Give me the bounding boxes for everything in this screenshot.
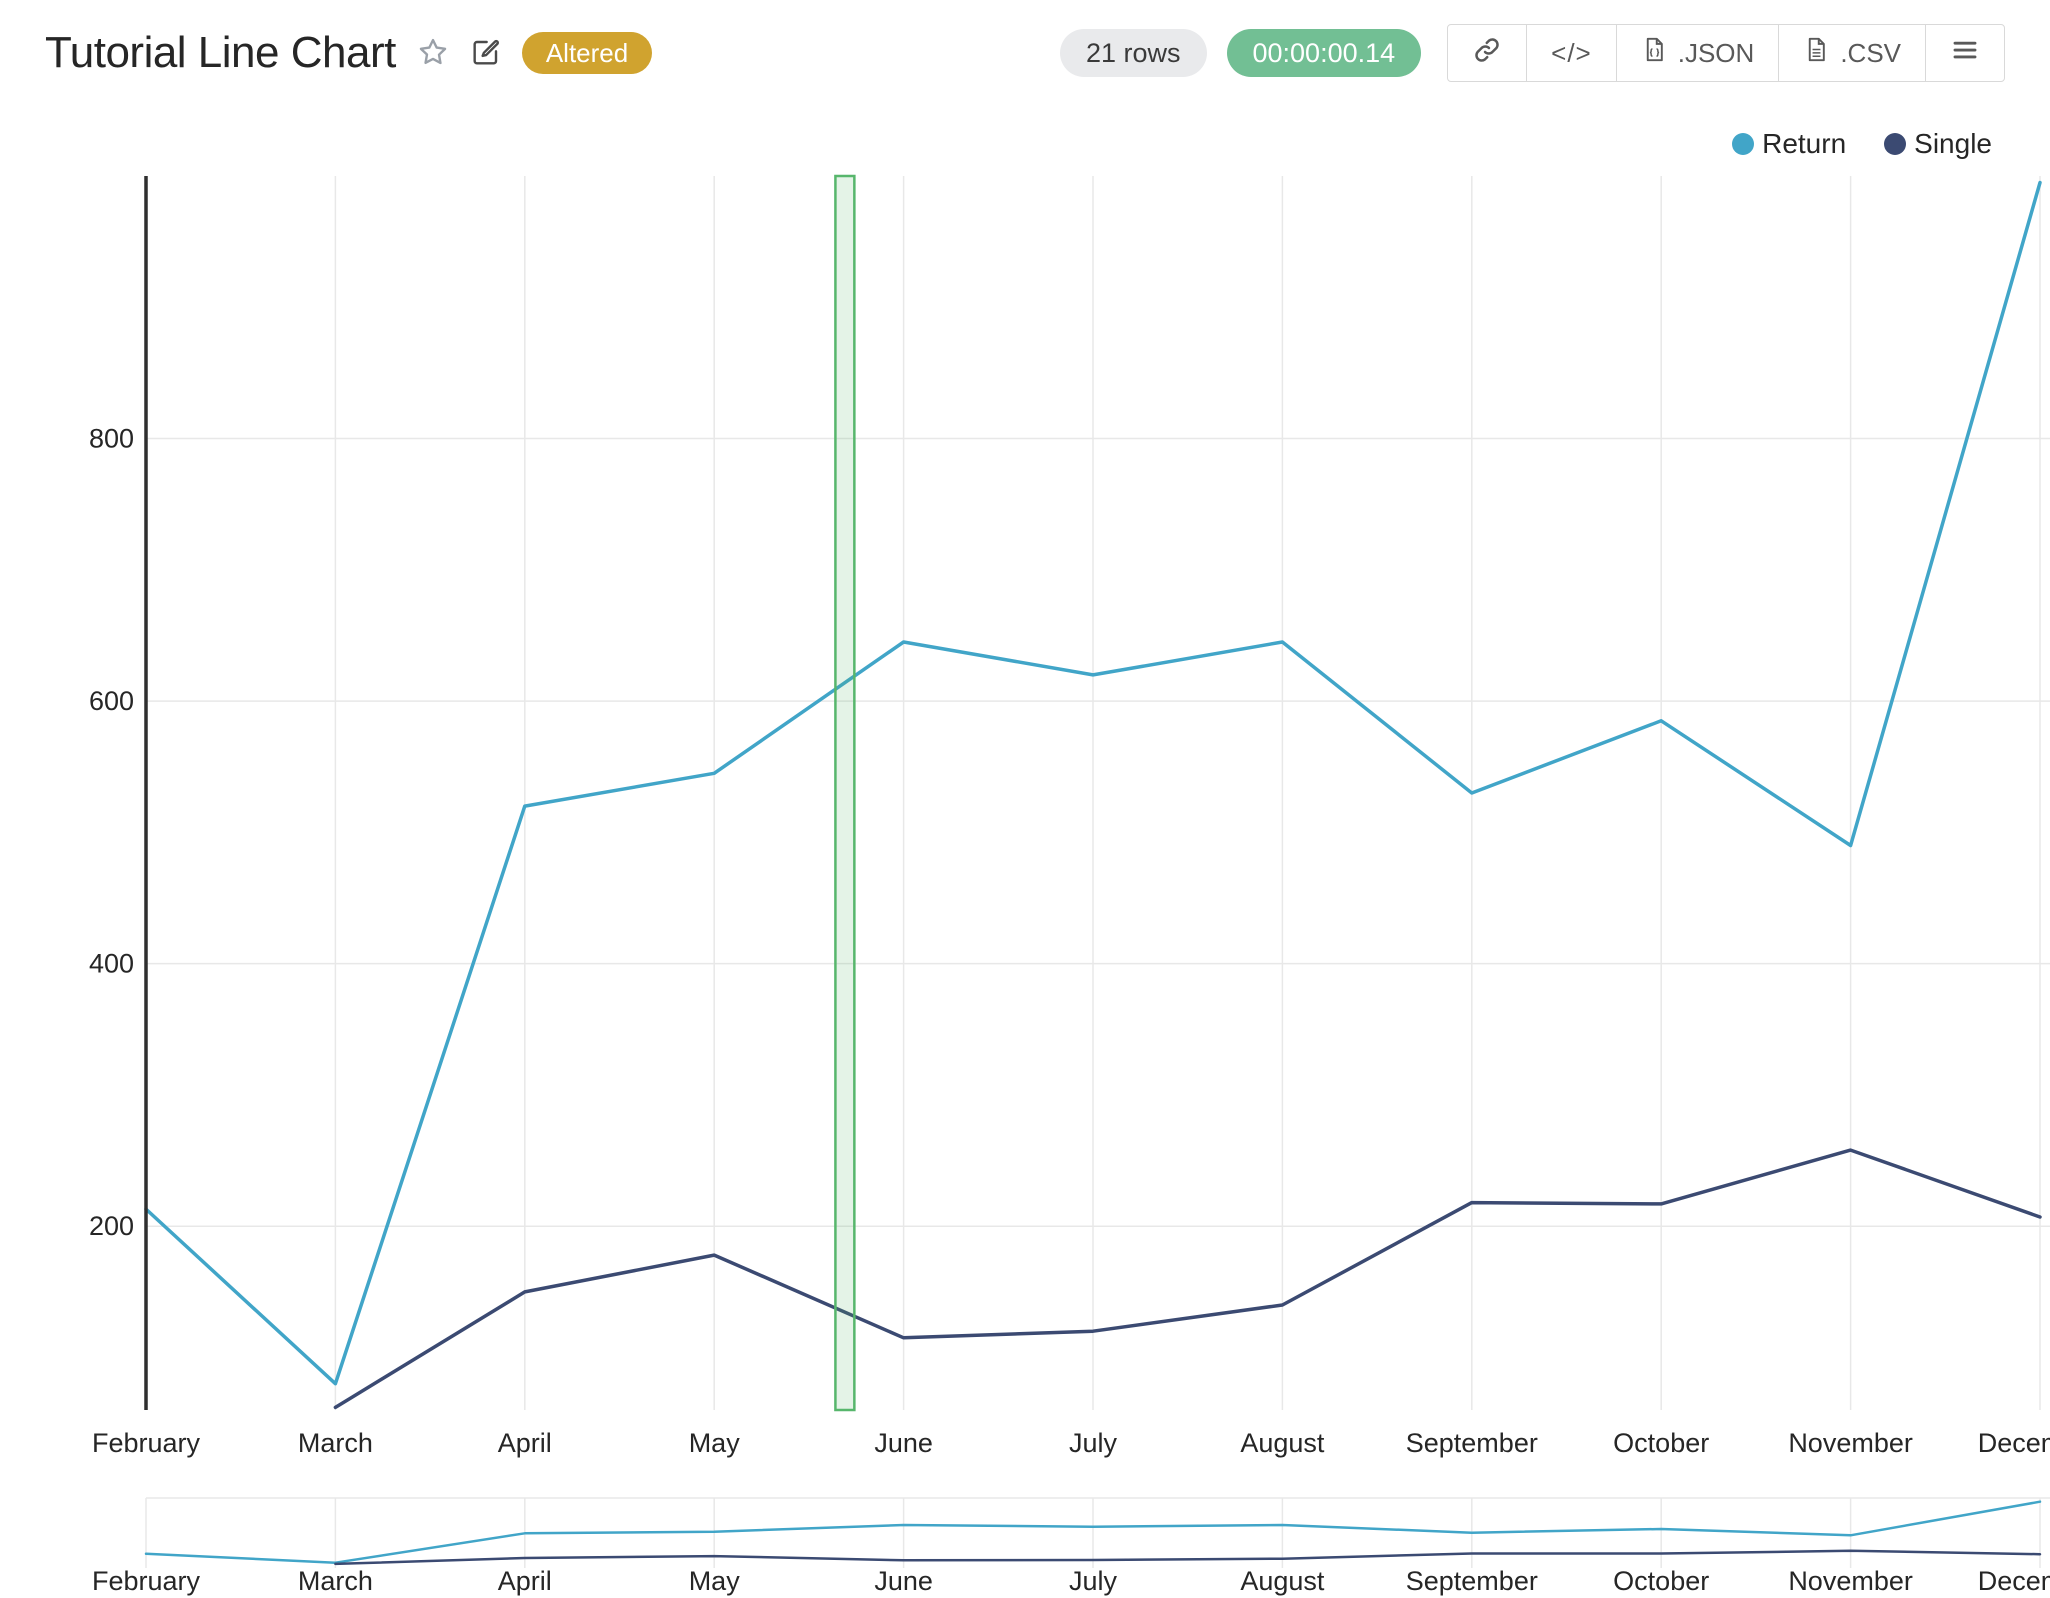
svg-text:May: May [689,1428,741,1458]
altered-badge: Altered [521,32,653,74]
svg-text:April: April [498,1566,552,1596]
svg-text:December: December [1978,1566,2050,1596]
page-title: Tutorial Line Chart [45,28,396,77]
download-csv-button[interactable]: .CSV [1778,25,1925,81]
query-header: Tutorial Line Chart Altered 21 rows 00:0… [0,0,2050,106]
rows-count-badge: 21 rows [1059,29,1207,77]
svg-text:August: August [1240,1566,1325,1596]
share-link-button[interactable] [1448,25,1526,81]
single-series-dot [1884,133,1907,155]
svg-text:February: February [92,1428,201,1458]
link-icon [1472,35,1502,72]
svg-text:July: July [1069,1566,1118,1596]
edit-pencil-icon [470,36,502,71]
svg-text:April: April [498,1428,552,1458]
svg-text:July: July [1069,1428,1118,1458]
svg-text:March: March [298,1566,373,1596]
svg-text:February: February [92,1566,201,1596]
runtime-badge: 00:00:00.14 [1226,29,1422,77]
download-json-button[interactable]: .JSON [1615,25,1779,81]
svg-text:September: September [1406,1428,1538,1458]
svg-text:November: November [1788,1566,1913,1596]
svg-text:August: August [1240,1428,1325,1458]
svg-text:600: 600 [89,686,134,716]
export-toolbar: </> .JSON .CSV [1447,24,2005,82]
return-series-dot [1732,133,1755,155]
csv-file-icon [1803,36,1830,70]
range-selector-chart[interactable]: February March April May June July August Septe… [0,1490,2050,1598]
hamburger-icon [1950,35,1980,72]
svg-text:800: 800 [89,424,134,454]
edit-name-button[interactable] [470,36,502,71]
embed-button[interactable]: </> [1526,25,1616,81]
json-file-icon [1641,36,1668,70]
svg-text:November: November [1788,1428,1913,1458]
main-line-chart[interactable]: 200 400 600 800 February March April May June Jul… [0,0,2050,1480]
legend-label-single: Single [1914,128,1992,159]
favorite-star-button[interactable] [416,35,450,72]
embed-code-icon: </> [1551,37,1592,68]
svg-text:200: 200 [89,1211,134,1241]
svg-text:October: October [1613,1566,1709,1596]
svg-text:December: December [1978,1428,2050,1458]
more-menu-button[interactable] [1925,25,2004,81]
svg-text:May: May [689,1566,741,1596]
chart-legend: Return Single [1732,128,1992,160]
svg-text:September: September [1406,1566,1538,1596]
legend-label-return: Return [1762,128,1847,159]
csv-button-label: .CSV [1840,37,1901,68]
legend-item-single[interactable]: Single [1884,128,1992,160]
svg-text:400: 400 [89,949,134,979]
json-button-label: .JSON [1677,37,1755,68]
legend-item-return[interactable]: Return [1732,128,1846,160]
svg-text:June: June [874,1566,933,1596]
svg-text:June: June [874,1428,933,1458]
svg-text:March: March [298,1428,373,1458]
svg-text:October: October [1613,1428,1709,1458]
star-icon [416,35,450,72]
